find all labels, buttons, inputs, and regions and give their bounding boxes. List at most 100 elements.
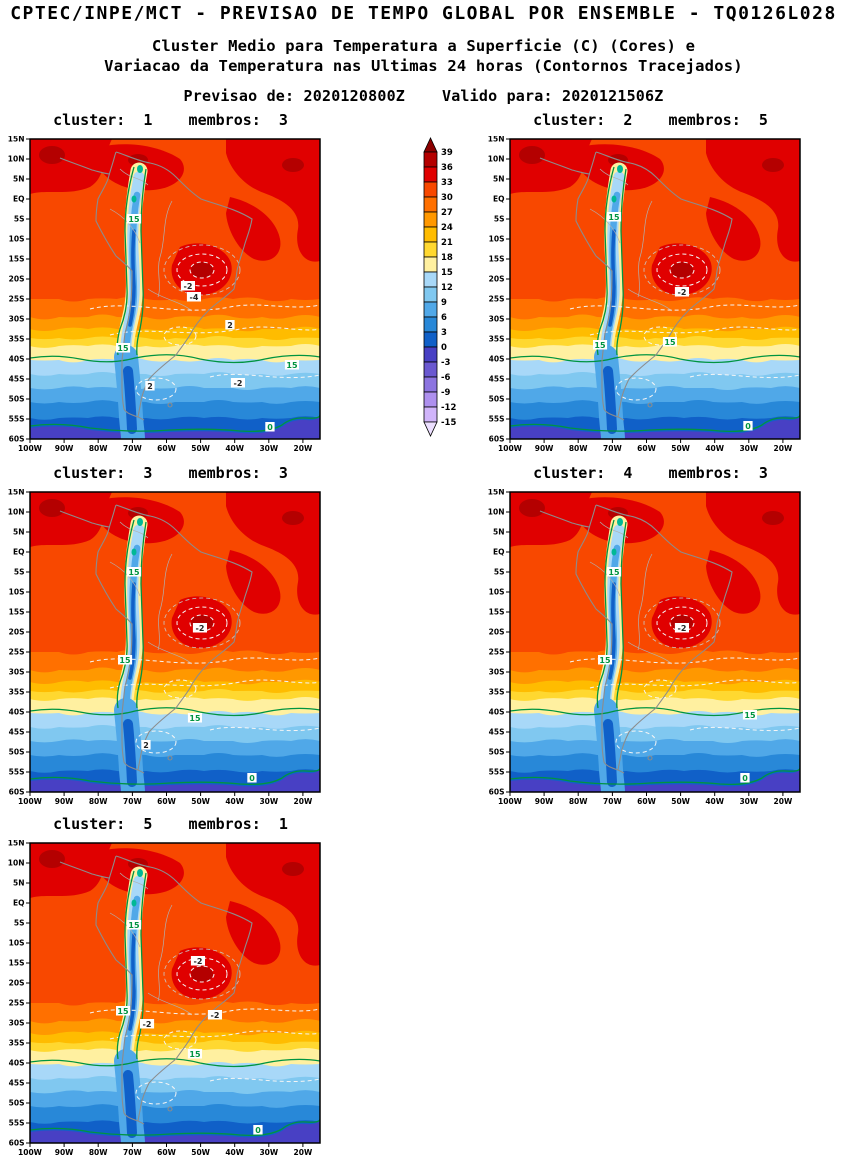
svg-text:36: 36 xyxy=(441,163,453,173)
forecast-line: Previsao de: 2020120800Z Valido para: 20… xyxy=(183,87,664,105)
svg-text:EQ: EQ xyxy=(13,195,25,204)
svg-text:24: 24 xyxy=(441,223,453,233)
country-borders xyxy=(109,521,193,665)
map-axes: 15N 10N 5N EQ 5S 10S 15S 20S 25S 30S 35S 40S 45S 50S 5… xyxy=(488,489,801,806)
svg-text:3: 3 xyxy=(441,328,447,338)
svg-text:90W: 90W xyxy=(55,1148,74,1157)
svg-text:55S: 55S xyxy=(9,415,25,424)
svg-text:-2: -2 xyxy=(194,957,203,966)
svg-text:40W: 40W xyxy=(225,1148,244,1157)
svg-text:10S: 10S xyxy=(9,588,25,597)
subtitle-line2: Variacao da Temperatura nas Ultimas 24 h… xyxy=(104,57,743,75)
svg-text:15: 15 xyxy=(608,213,620,222)
svg-text:20W: 20W xyxy=(774,797,793,806)
svg-text:2: 2 xyxy=(143,741,149,750)
svg-text:45S: 45S xyxy=(9,375,25,384)
south-america-map-svg: 15 -2 -4 2 15 2 -2 15 0 15N 10N 5N EQ 5S 10S 15S 20S 25S 3… xyxy=(8,136,321,453)
svg-text:10N: 10N xyxy=(8,508,25,517)
svg-text:70W: 70W xyxy=(603,797,622,806)
country-borders xyxy=(109,168,193,312)
svg-text:0: 0 xyxy=(249,774,255,783)
svg-text:30S: 30S xyxy=(9,315,25,324)
svg-text:9: 9 xyxy=(441,298,447,308)
svg-text:-15: -15 xyxy=(441,418,456,428)
svg-text:90W: 90W xyxy=(535,797,554,806)
svg-text:15N: 15N xyxy=(8,136,25,144)
svg-text:35S: 35S xyxy=(489,688,505,697)
south-america-map-svg: 15 -2 15 15 2 0 15N 10N 5N EQ 5S 10S 15S 20S 25S 30S 35S… xyxy=(8,489,321,806)
svg-text:30W: 30W xyxy=(739,797,758,806)
svg-text:15S: 15S xyxy=(9,608,25,617)
svg-text:70W: 70W xyxy=(603,444,622,453)
svg-text:5N: 5N xyxy=(13,879,25,888)
svg-text:25S: 25S xyxy=(9,295,25,304)
svg-text:40S: 40S xyxy=(489,708,505,717)
svg-text:20S: 20S xyxy=(489,275,505,284)
temperature-fill-layers xyxy=(510,139,800,439)
svg-text:30W: 30W xyxy=(259,444,278,453)
variation-contours-dashed xyxy=(89,957,320,1105)
svg-text:60S: 60S xyxy=(9,1139,25,1148)
svg-text:6: 6 xyxy=(441,313,447,323)
svg-text:30S: 30S xyxy=(9,668,25,677)
contour-labels: 15 -2 15 15 0 xyxy=(598,567,757,783)
svg-text:33: 33 xyxy=(441,178,453,188)
svg-text:27: 27 xyxy=(441,208,453,218)
svg-text:0: 0 xyxy=(441,343,447,353)
svg-text:15: 15 xyxy=(189,1050,201,1059)
variation-contour-outer xyxy=(643,597,721,649)
svg-text:60W: 60W xyxy=(157,1148,176,1157)
svg-text:80W: 80W xyxy=(89,1148,108,1157)
svg-text:20S: 20S xyxy=(489,628,505,637)
south-america-map-svg: 15 -2 15 -2 -2 15 0 15N 10N 5N EQ 5S 10S 15S 20S 25S 30S… xyxy=(8,840,321,1157)
svg-text:21: 21 xyxy=(441,238,453,248)
svg-text:90W: 90W xyxy=(55,444,74,453)
temperature-fill-layers xyxy=(30,139,320,439)
svg-text:60S: 60S xyxy=(489,788,505,797)
svg-text:12: 12 xyxy=(441,283,453,293)
map-panel-cluster-2: cluster: 2 membros: 5 15 -2 15 15 0 15N 10N 5N EQ… xyxy=(483,106,818,454)
isotherm-contours-green xyxy=(30,870,320,1137)
isotherm-contours-green xyxy=(510,519,800,786)
svg-text:20W: 20W xyxy=(294,1148,313,1157)
map-axes: 15N 10N 5N EQ 5S 10S 15S 20S 25S 30S 35S 40S 45S 50S 5… xyxy=(8,136,321,453)
svg-text:60W: 60W xyxy=(637,797,656,806)
svg-text:15N: 15N xyxy=(488,489,505,497)
svg-text:80W: 80W xyxy=(569,797,588,806)
svg-text:80W: 80W xyxy=(89,444,108,453)
isotherm-contours-green xyxy=(30,519,320,786)
svg-text:45S: 45S xyxy=(489,728,505,737)
svg-text:15: 15 xyxy=(128,921,140,930)
svg-text:-4: -4 xyxy=(190,293,199,302)
svg-text:30S: 30S xyxy=(489,668,505,677)
svg-text:20W: 20W xyxy=(294,444,313,453)
svg-text:25S: 25S xyxy=(489,295,505,304)
country-borders xyxy=(109,872,193,1016)
svg-text:15S: 15S xyxy=(9,959,25,968)
colorbar-arrow-top xyxy=(423,137,438,153)
svg-text:35S: 35S xyxy=(489,335,505,344)
svg-text:50S: 50S xyxy=(9,748,25,757)
svg-text:70W: 70W xyxy=(123,1148,142,1157)
svg-text:-2: -2 xyxy=(184,282,193,291)
subtitle-line1: Cluster Medio para Temperatura a Superfi… xyxy=(151,37,696,55)
svg-text:80W: 80W xyxy=(89,797,108,806)
contour-labels: 15 -2 15 -2 -2 15 0 xyxy=(116,920,263,1135)
map-panel-cluster-5: cluster: 5 membros: 1 15 -2 15 -2 -2 15 0 15N 10N… xyxy=(3,810,338,1158)
svg-text:-9: -9 xyxy=(441,388,451,398)
svg-text:-12: -12 xyxy=(441,403,456,413)
svg-text:50W: 50W xyxy=(191,444,210,453)
svg-text:25S: 25S xyxy=(9,648,25,657)
svg-text:10S: 10S xyxy=(9,939,25,948)
svg-text:15: 15 xyxy=(128,568,140,577)
svg-text:40S: 40S xyxy=(9,1059,25,1068)
svg-text:39: 39 xyxy=(441,148,453,158)
contour-labels: 15 -2 15 15 2 0 xyxy=(118,567,257,783)
svg-text:-2: -2 xyxy=(211,1011,220,1020)
svg-text:5S: 5S xyxy=(14,215,25,224)
svg-text:10S: 10S xyxy=(489,588,505,597)
svg-text:-2: -2 xyxy=(196,624,205,633)
svg-text:10N: 10N xyxy=(488,508,505,517)
svg-text:20S: 20S xyxy=(9,628,25,637)
svg-text:5N: 5N xyxy=(13,175,25,184)
